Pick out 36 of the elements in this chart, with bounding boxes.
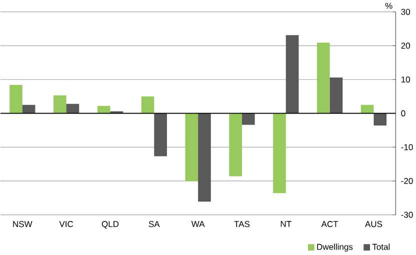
legend-label: Dwellings — [317, 243, 353, 252]
x-tick-label: TAS — [234, 220, 250, 227]
bar — [286, 35, 299, 114]
bar — [242, 113, 255, 125]
bar — [66, 104, 80, 114]
x-tick-label: AUS — [364, 220, 382, 227]
legend-label: Total — [372, 243, 390, 250]
y-tick-label: 20 — [401, 42, 410, 49]
bar — [330, 77, 343, 114]
y-axis-title: % — [385, 2, 392, 9]
bar — [374, 113, 387, 126]
y-tick-label: 10 — [402, 76, 410, 82]
y-tick-label: -30 — [401, 212, 413, 218]
bar — [22, 104, 36, 114]
y-tick-label: -10 — [401, 144, 413, 150]
x-tick-label: SA — [148, 220, 160, 227]
bar — [185, 113, 198, 181]
bar — [141, 96, 154, 114]
x-tick-label: ACT — [321, 220, 338, 227]
bar — [10, 84, 22, 114]
x-tick-label: WA — [191, 220, 205, 227]
bar — [198, 113, 211, 202]
bar — [154, 113, 167, 156]
bar — [97, 106, 110, 114]
x-tick-label: NSW — [13, 220, 32, 227]
bar — [229, 113, 242, 176]
bar — [316, 42, 330, 114]
bar — [360, 104, 374, 114]
x-tick-label: NT — [280, 220, 292, 227]
y-tick-label: -20 — [401, 178, 413, 184]
bar — [53, 95, 66, 114]
y-tick-label: 0 — [401, 110, 406, 116]
bar — [273, 113, 286, 193]
x-tick-label: QLD — [102, 220, 119, 228]
x-tick-label: VIC — [59, 220, 74, 227]
y-tick-label: 30 — [401, 8, 410, 15]
